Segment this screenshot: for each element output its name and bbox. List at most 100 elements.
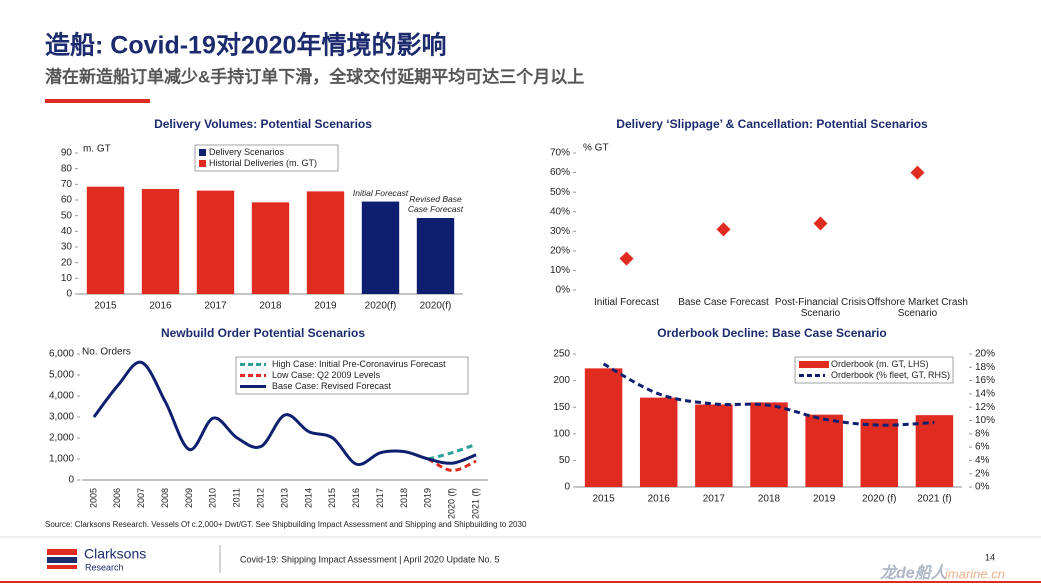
x-tick-label: 2007 bbox=[136, 488, 146, 508]
y-tick-label: 50% bbox=[550, 187, 570, 198]
point bbox=[716, 222, 731, 237]
legend-label: Orderbook (% fleet, GT, RHS) bbox=[831, 370, 950, 380]
y2-tick-label: 2% bbox=[975, 468, 990, 479]
legend-box bbox=[235, 356, 469, 395]
bar bbox=[141, 189, 180, 294]
y-tick-label: 30% bbox=[550, 226, 570, 237]
y-tick-label: 3,000 bbox=[49, 412, 74, 423]
logo-mark bbox=[47, 549, 77, 555]
watermark: 龙de船人 bbox=[880, 564, 948, 582]
y-tick-label: 60% bbox=[550, 167, 570, 178]
y-tick-label: 100 bbox=[553, 428, 570, 439]
footer-bar bbox=[0, 581, 1041, 583]
point bbox=[619, 251, 634, 266]
chart-title: Orderbook Decline: Base Case Scenario bbox=[657, 326, 886, 340]
x-tick-label: 2009 bbox=[184, 488, 194, 508]
line bbox=[92, 360, 477, 467]
point bbox=[910, 165, 925, 180]
axis-unit: No. Orders bbox=[82, 347, 131, 358]
y-tick-label: 30 bbox=[61, 242, 73, 253]
y-tick-label: 0 bbox=[66, 289, 72, 300]
x-tick-label: 2016 bbox=[648, 494, 671, 505]
y-tick-label: 90 bbox=[61, 148, 73, 159]
x-tick-label: 2020 (f) bbox=[862, 494, 896, 505]
x-tick-label: 2019 bbox=[423, 488, 433, 508]
x-tick-label: 2015 bbox=[94, 301, 117, 312]
chart-title: Delivery Volumes: Potential Scenarios bbox=[154, 117, 372, 131]
legend-label: Low Case: Q2 2009 Levels bbox=[272, 370, 381, 380]
y-tick-label: 80 bbox=[61, 163, 73, 174]
y-tick-label: 50 bbox=[559, 455, 571, 466]
bar bbox=[805, 414, 843, 487]
y2-tick-label: 6% bbox=[975, 442, 990, 453]
y2-tick-label: 18% bbox=[975, 362, 995, 373]
bar bbox=[860, 418, 899, 487]
legend-swatch bbox=[799, 361, 829, 368]
legend-label: Orderbook (m. GT, LHS) bbox=[831, 359, 929, 369]
x-tick-label: 2012 bbox=[255, 488, 265, 508]
bar bbox=[86, 186, 125, 294]
x-tick-label: 2020(f) bbox=[420, 301, 452, 312]
slide-subtitle: 潜在新造船订单减少&手持订单下滑，全球交付延期平均可达三个月以上 bbox=[45, 66, 584, 86]
bar bbox=[251, 202, 290, 294]
bar bbox=[584, 368, 623, 487]
chart-title: Delivery ‘Slippage’ & Cancellation: Pote… bbox=[616, 117, 928, 131]
line bbox=[602, 362, 935, 427]
axis-unit: m. GT bbox=[83, 144, 111, 155]
logo-mark bbox=[47, 565, 77, 569]
y2-tick-label: 14% bbox=[975, 389, 995, 400]
y-tick-label: 40% bbox=[550, 206, 570, 217]
report-name: Covid-19: Shipping Impact Assessment | A… bbox=[240, 554, 499, 564]
x-tick-label: 2011 bbox=[232, 488, 242, 507]
x-tick-label: Base Case Forecast bbox=[678, 297, 769, 308]
logo: Clarksons bbox=[84, 546, 146, 562]
y-tick-label: 10 bbox=[61, 273, 73, 284]
legend-label: High Case: Initial Pre-Coronavirus Forec… bbox=[272, 359, 446, 369]
x-tick-label: 2020 (f) bbox=[447, 488, 457, 519]
y-tick-label: 0% bbox=[556, 285, 571, 296]
x-tick-label: Post-Financial Crisis Scenario bbox=[774, 297, 867, 319]
y-tick-label: 0 bbox=[68, 475, 74, 486]
y-tick-label: 150 bbox=[553, 402, 570, 413]
x-tick-label: 2018 bbox=[758, 494, 781, 505]
y-tick-label: 5,000 bbox=[49, 370, 74, 381]
bar bbox=[361, 201, 400, 294]
x-tick-label: 2018 bbox=[399, 488, 409, 508]
bar bbox=[416, 218, 455, 294]
x-tick-label: 2016 bbox=[149, 301, 172, 312]
watermark-site: imarine.cn bbox=[945, 566, 1005, 581]
y2-tick-label: 4% bbox=[975, 455, 990, 466]
x-tick-label: 2017 bbox=[375, 488, 385, 508]
point bbox=[813, 216, 828, 231]
bar bbox=[695, 404, 733, 487]
bar bbox=[639, 397, 678, 487]
y-tick-label: 10% bbox=[550, 265, 570, 276]
x-tick-label: Initial Forecast bbox=[593, 297, 660, 308]
chart-title: Newbuild Order Potential Scenarios bbox=[161, 326, 365, 340]
x-tick-label: 2019 bbox=[314, 301, 337, 312]
x-tick-label: 2019 bbox=[813, 494, 836, 505]
x-tick-label: 2015 bbox=[327, 488, 337, 508]
y-tick-label: 200 bbox=[553, 375, 570, 386]
x-tick-label: 2005 bbox=[88, 488, 98, 508]
axis-unit: % GT bbox=[583, 143, 609, 154]
y2-tick-label: 8% bbox=[975, 428, 990, 439]
legend-label: Delivery Scenarios bbox=[209, 147, 285, 157]
y-tick-label: 20% bbox=[550, 245, 570, 256]
x-tick-label: 2015 bbox=[592, 494, 615, 505]
y-tick-label: 2,000 bbox=[49, 433, 74, 444]
line bbox=[427, 442, 477, 461]
y-tick-label: 70 bbox=[61, 179, 73, 190]
bar bbox=[196, 190, 235, 294]
x-tick-label: 2016 bbox=[351, 488, 361, 508]
x-tick-label: 2017 bbox=[703, 494, 726, 505]
logo-mark bbox=[47, 557, 77, 563]
y-tick-label: 20 bbox=[61, 257, 73, 268]
y2-tick-label: 20% bbox=[975, 349, 995, 360]
x-tick-label: 2021 (f) bbox=[917, 494, 951, 505]
source: Source: Clarksons Research. Vessels Of c… bbox=[45, 520, 527, 529]
x-tick-label: 2010 bbox=[208, 488, 218, 508]
bar bbox=[306, 191, 345, 294]
